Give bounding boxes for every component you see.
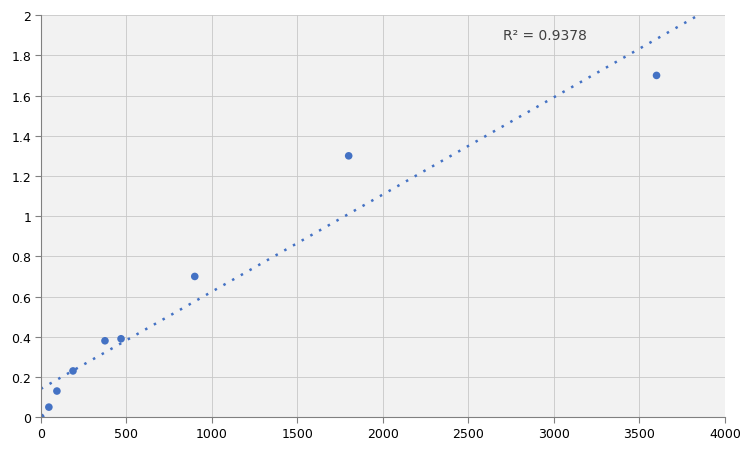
Point — [115, 336, 127, 343]
Text: R² = 0.9378: R² = 0.9378 — [502, 29, 587, 43]
Point — [67, 368, 79, 375]
Point — [35, 414, 47, 421]
Point — [43, 404, 55, 411]
Point — [99, 337, 111, 345]
Point — [343, 153, 355, 160]
Point — [51, 387, 63, 395]
Point — [189, 273, 201, 281]
Point — [650, 73, 663, 80]
